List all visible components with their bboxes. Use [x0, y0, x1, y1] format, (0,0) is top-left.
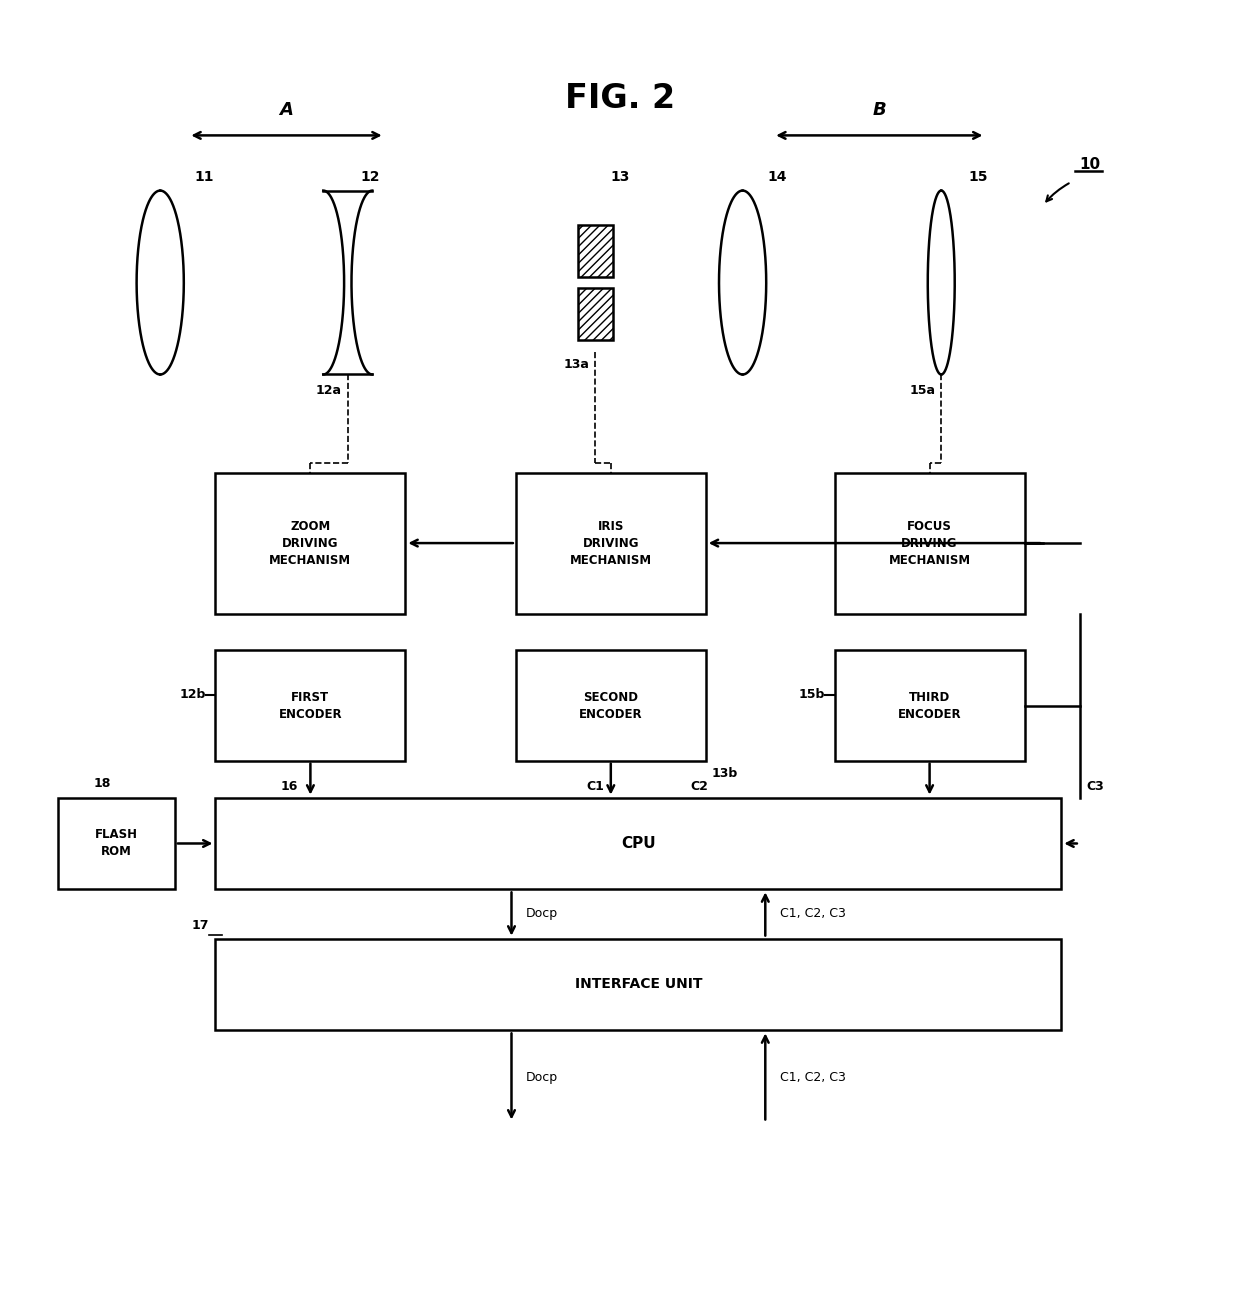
Text: A: A: [279, 101, 294, 119]
Text: FIRST
ENCODER: FIRST ENCODER: [279, 691, 342, 721]
Text: C1, C2, C3: C1, C2, C3: [780, 1070, 846, 1083]
Text: 13: 13: [610, 171, 630, 184]
Text: 13b: 13b: [712, 767, 738, 780]
Text: 18: 18: [93, 777, 110, 790]
Bar: [516, 650, 706, 760]
Text: Docp: Docp: [526, 1070, 558, 1083]
Text: C2: C2: [691, 780, 708, 793]
Text: FOCUS
DRIVING
MECHANISM: FOCUS DRIVING MECHANISM: [889, 520, 971, 567]
Text: 10: 10: [1080, 158, 1101, 172]
Text: 17: 17: [192, 919, 210, 932]
Text: 11: 11: [195, 171, 215, 184]
Text: 15b: 15b: [799, 688, 825, 701]
Text: INTERFACE UNIT: INTERFACE UNIT: [574, 977, 702, 991]
Bar: [58, 797, 175, 889]
Text: 12b: 12b: [180, 688, 206, 701]
Text: Docp: Docp: [526, 907, 558, 920]
Bar: [216, 650, 405, 760]
Text: SECOND
ENCODER: SECOND ENCODER: [579, 691, 642, 721]
Bar: [835, 650, 1024, 760]
Text: B: B: [873, 101, 887, 119]
Text: 12: 12: [360, 171, 379, 184]
Bar: [578, 225, 613, 277]
Text: 15: 15: [968, 171, 988, 184]
Text: THIRD
ENCODER: THIRD ENCODER: [898, 691, 961, 721]
Bar: [216, 473, 405, 613]
Text: FIG. 2: FIG. 2: [565, 83, 675, 116]
Text: C1, C2, C3: C1, C2, C3: [780, 907, 846, 920]
Text: 16: 16: [280, 780, 298, 793]
Text: 13a: 13a: [563, 357, 589, 370]
Bar: [835, 473, 1024, 613]
Text: CPU: CPU: [621, 836, 656, 851]
Text: C1: C1: [587, 780, 604, 793]
Text: IRIS
DRIVING
MECHANISM: IRIS DRIVING MECHANISM: [569, 520, 652, 567]
Text: ZOOM
DRIVING
MECHANISM: ZOOM DRIVING MECHANISM: [269, 520, 351, 567]
Text: 14: 14: [768, 171, 786, 184]
Bar: [516, 473, 706, 613]
Text: FLASH
ROM: FLASH ROM: [95, 829, 138, 859]
Text: 15a: 15a: [909, 385, 935, 398]
Text: C3: C3: [1086, 780, 1104, 793]
Bar: [216, 939, 1061, 1031]
Bar: [578, 288, 613, 340]
Text: 12a: 12a: [316, 385, 342, 398]
Bar: [216, 797, 1061, 889]
